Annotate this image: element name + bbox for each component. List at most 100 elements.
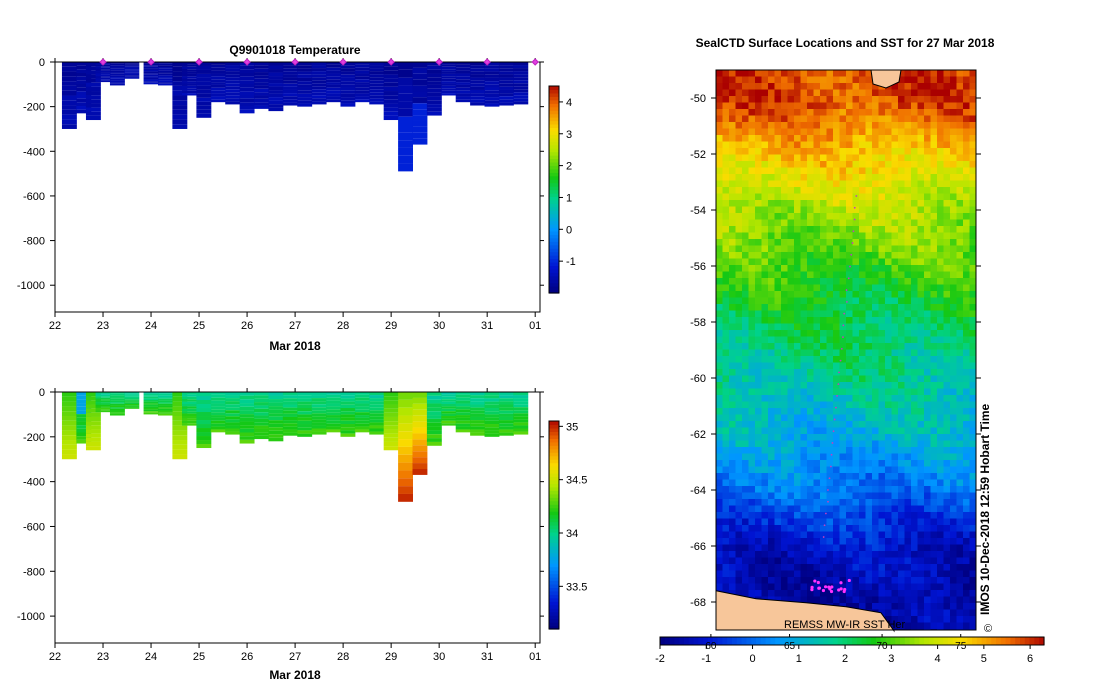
sst-cell <box>859 135 866 142</box>
sst-colorbar-swatch <box>770 637 776 645</box>
sst-cell <box>898 76 905 84</box>
sst-colorbar-tick-label: 4 <box>935 653 941 665</box>
sst-cell <box>768 154 775 162</box>
sst-cell <box>735 219 743 227</box>
sst-cell <box>729 187 736 194</box>
profile-cell <box>426 434 442 439</box>
sst-cell <box>787 278 795 285</box>
sst-cell <box>826 206 834 214</box>
sst-cell <box>735 388 743 396</box>
profile-cell <box>311 101 327 105</box>
sst-cell <box>917 460 925 467</box>
sst-cell <box>950 440 957 448</box>
sst-cell <box>885 167 892 175</box>
profile-cell <box>210 417 226 421</box>
profile-cell <box>426 441 442 446</box>
sst-cell <box>865 577 873 584</box>
sst-cell <box>859 226 866 233</box>
sst-cell <box>885 414 892 422</box>
sst-cell <box>904 551 912 558</box>
sst-cell <box>917 544 925 552</box>
sst-cell <box>768 356 775 363</box>
sst-cell <box>807 310 814 318</box>
profile-cell <box>268 107 284 112</box>
sst-cell <box>859 187 866 194</box>
colorbar-swatch <box>549 462 559 467</box>
sst-cell <box>729 76 736 84</box>
profile-cell <box>311 410 327 414</box>
sst-cell <box>891 538 899 545</box>
profile-cell <box>210 87 226 91</box>
sst-cell <box>917 148 925 155</box>
x-tick-label: 27 <box>289 320 301 332</box>
sst-cell <box>917 258 925 266</box>
profile-cell <box>85 115 101 121</box>
sst-cell <box>735 109 743 116</box>
sst-cell <box>963 356 970 363</box>
sst-cell <box>774 232 782 240</box>
sst-cell <box>904 323 912 331</box>
sst-cell <box>794 76 801 84</box>
profile-cell <box>268 76 284 80</box>
temperature-plot-area <box>61 62 529 172</box>
sst-cell <box>735 531 743 539</box>
seal-track-point <box>830 453 833 456</box>
sst-cell <box>930 343 938 350</box>
profile-cell <box>157 413 173 416</box>
profile-cell <box>85 70 101 75</box>
profile-cell <box>354 426 370 430</box>
profile-cell <box>61 392 77 397</box>
sst-cell <box>898 83 905 90</box>
profile-cell <box>513 431 529 435</box>
sst-cell <box>774 96 782 103</box>
sst-cell <box>911 109 918 116</box>
profile-cell <box>196 408 212 413</box>
profile-cell <box>196 81 212 86</box>
sst-cell <box>787 180 795 188</box>
sst-cell <box>742 564 749 571</box>
sst-cell <box>891 109 899 116</box>
sst-cell <box>755 76 762 84</box>
sst-cell <box>813 96 821 103</box>
sst-cell <box>904 128 912 136</box>
sst-cell <box>924 109 931 116</box>
sst-cell <box>930 505 938 513</box>
sst-cell <box>924 388 931 396</box>
sst-cell <box>768 395 775 402</box>
sst-colorbar-swatch <box>698 637 704 645</box>
sst-cell <box>839 317 847 324</box>
sst-cell <box>930 89 938 97</box>
sst-cell <box>924 193 931 201</box>
profile-column <box>369 392 385 435</box>
sst-cell <box>755 499 762 506</box>
profile-cell <box>109 403 125 406</box>
sst-cell <box>794 447 801 454</box>
sst-cell <box>794 115 801 123</box>
sst-cell <box>969 213 977 220</box>
profile-cell <box>85 421 101 426</box>
sst-colorbar-swatch <box>727 637 733 645</box>
sst-cell <box>872 284 879 292</box>
sst-cell <box>852 512 860 519</box>
profile-cell <box>239 91 255 96</box>
profile-cell <box>85 99 101 104</box>
sst-cell <box>787 141 795 149</box>
sst-cell <box>956 174 964 181</box>
profile-cell <box>383 103 399 108</box>
sst-cell <box>904 109 912 116</box>
sst-cell <box>852 115 860 123</box>
sst-cell <box>846 349 853 357</box>
sst-cell <box>807 531 814 539</box>
sst-cell <box>729 408 736 415</box>
sst-cell <box>891 375 899 383</box>
sst-cell <box>742 538 749 545</box>
profile-cell <box>109 67 125 69</box>
sst-cell <box>904 440 912 448</box>
sst-cell <box>748 570 756 578</box>
profile-cell <box>61 100 77 106</box>
sst-cell <box>774 349 782 357</box>
profile-cell <box>484 90 500 94</box>
sst-cell <box>963 603 970 610</box>
profile-cell <box>210 79 226 83</box>
sst-cell <box>787 401 795 409</box>
